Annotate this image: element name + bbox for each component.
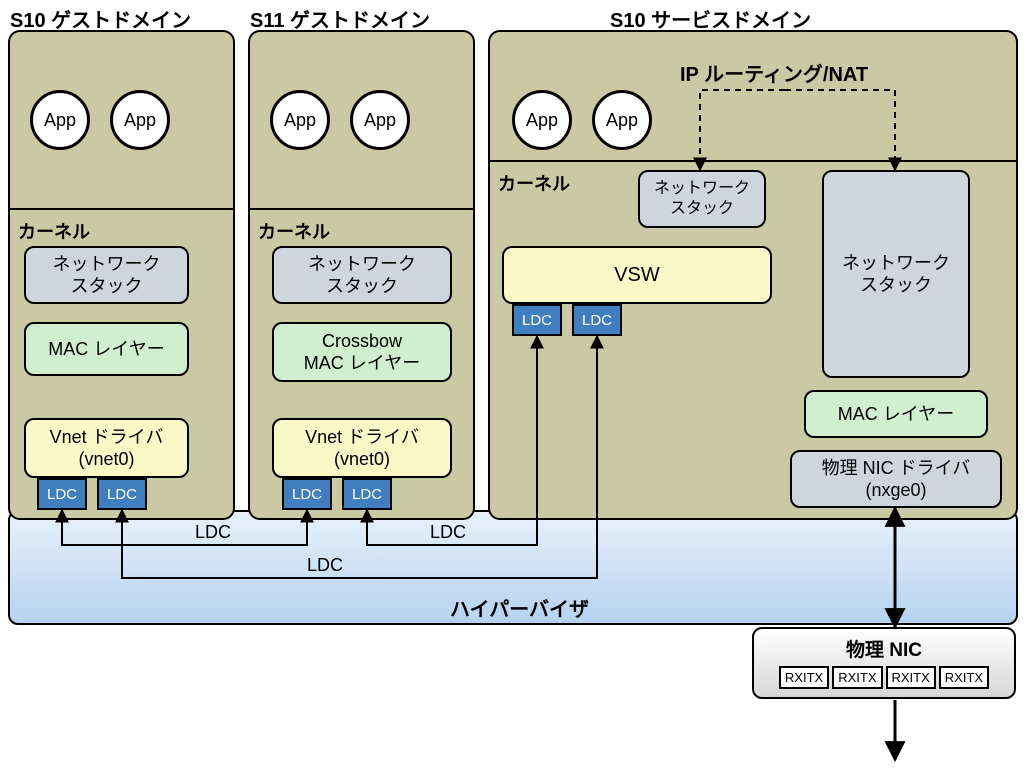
physical-nic: 物理 NIC RXITX RXITX RXITX RXITX — [752, 627, 1016, 699]
s11g-kernel-label: カーネル — [258, 218, 330, 244]
vsw-ldc-2: LDC — [572, 304, 622, 336]
ldc-label-2: LDC — [430, 522, 466, 543]
s10s-app-2: App — [592, 90, 652, 150]
ip-routing-nat: IP ルーティング/NAT — [680, 58, 868, 87]
hypervisor-label: ハイパーバイザ — [450, 593, 589, 622]
s10g-netstack: ネットワーク スタック — [24, 246, 189, 304]
s10s-app-1: App — [512, 90, 572, 150]
s10g-mac: MAC レイヤー — [24, 322, 189, 376]
s10g-app-1: App — [30, 90, 90, 150]
s10g-kernel-label: カーネル — [18, 218, 90, 244]
s10g-vnet: Vnet ドライバ (vnet0) — [24, 418, 189, 478]
s11g-crossbow-mac: Crossbow MAC レイヤー — [272, 322, 452, 382]
diagram-root: ハイパーバイザ S10 ゲストドメイン App App カーネル ネットワーク … — [0, 0, 1028, 783]
rxitx-2: RXITX — [832, 666, 882, 689]
vsw-ldc-1: LDC — [512, 304, 562, 336]
s11g-ldc-2: LDC — [342, 478, 392, 510]
s10s-netstack-left: ネットワーク スタック — [638, 170, 766, 228]
rxitx-row: RXITX RXITX RXITX RXITX — [779, 666, 989, 689]
s10g-ldc-2: LDC — [97, 478, 147, 510]
title-s10-guest: S10 ゲストドメイン — [10, 4, 191, 33]
s11g-netstack: ネットワーク スタック — [272, 246, 452, 304]
physical-nic-title: 物理 NIC — [846, 635, 922, 662]
vsw: VSW — [502, 246, 772, 304]
s11g-ldc-1: LDC — [282, 478, 332, 510]
ldc-label-3: LDC — [307, 555, 343, 576]
s10s-mac: MAC レイヤー — [804, 390, 988, 438]
s11g-app-2: App — [350, 90, 410, 150]
rxitx-3: RXITX — [886, 666, 936, 689]
s10s-netstack-right: ネットワーク スタック — [822, 170, 970, 378]
s11g-vnet: Vnet ドライバ (vnet0) — [272, 418, 452, 478]
title-s10-service: S10 サービスドメイン — [610, 4, 811, 33]
s11g-app-1: App — [270, 90, 330, 150]
s10g-ldc-1: LDC — [37, 478, 87, 510]
title-s11-guest: S11 ゲストドメイン — [250, 4, 430, 33]
s10g-app-2: App — [110, 90, 170, 150]
s10s-kernel-label: カーネル — [498, 170, 570, 196]
rxitx-4: RXITX — [939, 666, 989, 689]
ldc-label-1: LDC — [195, 522, 231, 543]
rxitx-1: RXITX — [779, 666, 829, 689]
phys-nic-driver: 物理 NIC ドライバ (nxge0) — [790, 450, 1002, 508]
